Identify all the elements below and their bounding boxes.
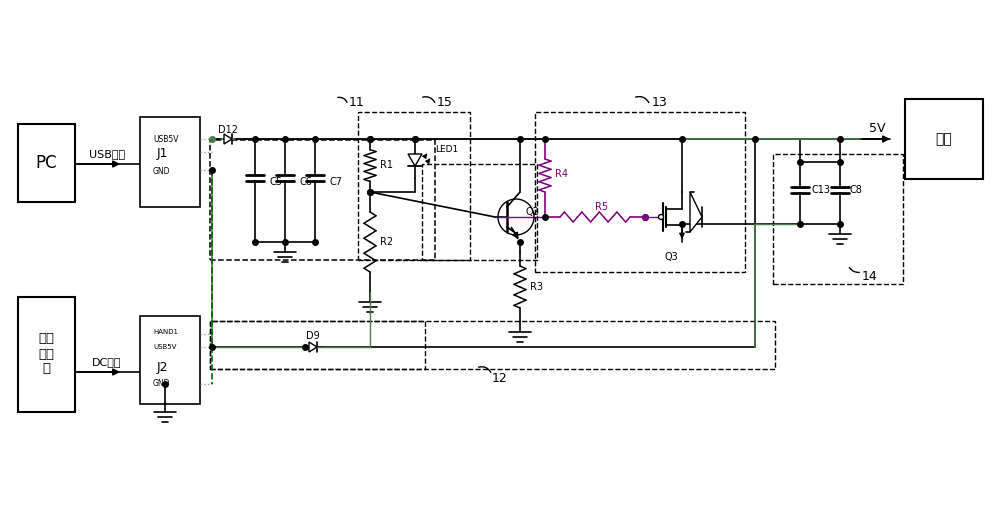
Text: R2: R2: [380, 237, 393, 247]
Bar: [773, 154, 903, 284]
Text: C5: C5: [269, 177, 282, 187]
Text: Q3: Q3: [664, 252, 678, 262]
Text: 14: 14: [862, 270, 878, 282]
Text: R4: R4: [555, 169, 568, 179]
Text: C13: C13: [812, 185, 831, 195]
Text: R5: R5: [595, 202, 609, 212]
Text: GND: GND: [153, 379, 170, 388]
Text: C7: C7: [329, 177, 342, 187]
Bar: [18, 124, 75, 202]
Polygon shape: [309, 342, 317, 352]
Bar: [535, 112, 745, 272]
Text: C8: C8: [850, 185, 863, 195]
Text: J1: J1: [157, 147, 168, 161]
Polygon shape: [690, 192, 702, 232]
Bar: [358, 112, 470, 260]
Text: USB5V: USB5V: [153, 344, 176, 350]
Bar: [140, 117, 200, 207]
Text: 5V: 5V: [869, 122, 885, 136]
Text: J2: J2: [157, 361, 168, 373]
Text: HAND1: HAND1: [153, 329, 178, 335]
Text: D9: D9: [306, 331, 320, 341]
Bar: [210, 321, 425, 369]
Text: R1: R1: [380, 161, 393, 170]
Bar: [140, 316, 200, 404]
Text: 电源
适配
器: 电源 适配 器: [38, 332, 54, 376]
Polygon shape: [224, 134, 232, 144]
Bar: [422, 164, 537, 260]
Text: 15: 15: [437, 96, 453, 109]
Text: 11: 11: [349, 96, 365, 109]
Text: 系统: 系统: [936, 132, 952, 146]
Bar: [905, 99, 983, 179]
Text: D12: D12: [218, 125, 238, 135]
Text: 13: 13: [652, 96, 668, 109]
Text: C6: C6: [299, 177, 312, 187]
Bar: [210, 140, 435, 260]
Text: DC供电: DC供电: [92, 357, 122, 367]
Text: USB5V: USB5V: [153, 135, 178, 144]
Text: Q2: Q2: [526, 207, 540, 217]
Bar: [18, 297, 75, 412]
Text: LED1: LED1: [435, 145, 458, 154]
Text: GND: GND: [153, 168, 170, 177]
Bar: [210, 321, 775, 369]
Polygon shape: [408, 154, 422, 166]
Text: 12: 12: [492, 372, 508, 386]
Circle shape: [658, 214, 664, 220]
Text: USB供电: USB供电: [89, 149, 125, 159]
Text: R3: R3: [530, 282, 543, 292]
Text: PC: PC: [35, 154, 57, 172]
